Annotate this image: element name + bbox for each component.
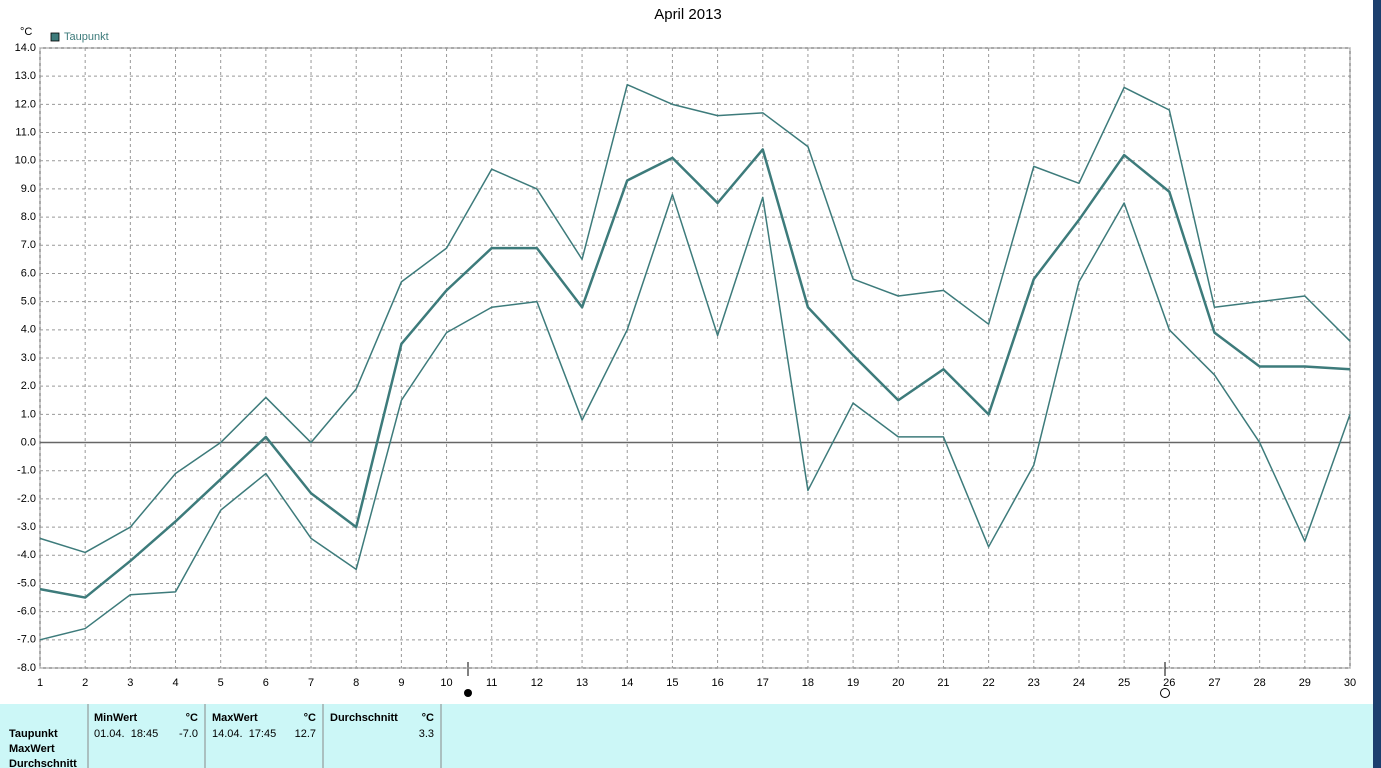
y-tick-label: -6.0: [17, 606, 36, 618]
y-tick-label: -8.0: [17, 662, 36, 674]
cell-value: 3.3: [419, 728, 434, 740]
y-tick-label: -2.0: [17, 493, 36, 505]
cell-value: -7.0: [179, 728, 198, 740]
x-tick-label: 9: [398, 677, 404, 689]
table-background: [0, 704, 1373, 768]
x-tick-label: 6: [263, 677, 269, 689]
x-tick-label: 5: [218, 677, 224, 689]
data-line: [39, 193, 1351, 641]
x-tick-label: 14: [621, 677, 633, 689]
x-tick-label: 18: [802, 677, 814, 689]
x-tick-label: 3: [127, 677, 133, 689]
x-tick-label: 2: [82, 677, 88, 689]
x-tick-label: 8: [353, 677, 359, 689]
x-tick-label: 4: [172, 677, 178, 689]
x-tick-label: 28: [1254, 677, 1266, 689]
row-label: Taupunkt: [9, 728, 58, 740]
y-tick-label: 13.0: [15, 70, 36, 82]
column-header: MaxWert: [212, 712, 258, 724]
x-tick-label: 19: [847, 677, 859, 689]
y-tick-label: 8.0: [21, 211, 36, 223]
x-tick-label: 29: [1299, 677, 1311, 689]
y-tick-label: 11.0: [15, 126, 36, 138]
y-tick-label: 2.0: [21, 380, 36, 392]
x-tick-label: 26: [1163, 677, 1175, 689]
x-tick-label: 7: [308, 677, 314, 689]
moon-symbol: [464, 689, 472, 697]
y-axis-unit: °C: [20, 26, 32, 38]
y-tick-label: 9.0: [21, 183, 36, 195]
y-tick-label: -4.0: [17, 549, 36, 561]
column-unit: °C: [186, 712, 198, 724]
y-tick-label: 1.0: [21, 408, 36, 420]
x-tick-label: 1: [37, 677, 43, 689]
y-tick-label: 12.0: [15, 98, 36, 110]
x-tick-label: 25: [1118, 677, 1130, 689]
x-tick-label: 20: [892, 677, 904, 689]
row-label: Durchschnitt: [9, 758, 77, 768]
y-tick-label: 6.0: [21, 267, 36, 279]
x-tick-label: 17: [757, 677, 769, 689]
x-tick-label: 27: [1208, 677, 1220, 689]
y-tick-label: -3.0: [17, 521, 36, 533]
y-tick-label: 3.0: [21, 352, 36, 364]
cell-time: 14.04. 17:45: [212, 728, 276, 740]
window-edge: [1373, 0, 1381, 768]
y-tick-label: -1.0: [17, 465, 36, 477]
column-unit: °C: [304, 712, 316, 724]
moon-symbol: [1160, 688, 1170, 698]
y-tick-label: 4.0: [21, 324, 36, 336]
cell-value: 12.7: [295, 728, 316, 740]
y-tick-label: 14.0: [15, 42, 36, 54]
x-tick-label: 12: [531, 677, 543, 689]
y-tick-label: 10.0: [15, 155, 36, 167]
table-lines: [87, 704, 442, 768]
x-tick-label: 30: [1344, 677, 1356, 689]
y-tick-label: 7.0: [21, 239, 36, 251]
x-tick-label: 16: [711, 677, 723, 689]
row-label: MaxWert: [9, 743, 55, 755]
x-tick-label: 11: [486, 677, 497, 689]
data-line: [39, 83, 1351, 554]
legend-swatch: [50, 32, 60, 42]
data-line: [39, 148, 1351, 599]
chart-title: April 2013: [654, 6, 722, 23]
y-tick-label: 5.0: [21, 296, 36, 308]
legend-label: Taupunkt: [64, 31, 109, 43]
column-header: MinWert: [94, 712, 138, 724]
x-tick-label: 24: [1073, 677, 1085, 689]
cell-time: 01.04. 18:45: [94, 728, 158, 740]
column-unit: °C: [422, 712, 434, 724]
y-tick-label: -7.0: [17, 634, 36, 646]
x-tick-label: 15: [666, 677, 678, 689]
column-header: Durchschnitt: [330, 712, 398, 724]
x-tick-label: 13: [576, 677, 588, 689]
y-tick-label: 0.0: [21, 436, 36, 448]
y-tick-label: -5.0: [17, 577, 36, 589]
x-tick-label: 10: [440, 677, 452, 689]
x-tick-label: 23: [1028, 677, 1040, 689]
x-tick-label: 21: [937, 677, 949, 689]
x-tick-label: 22: [982, 677, 994, 689]
